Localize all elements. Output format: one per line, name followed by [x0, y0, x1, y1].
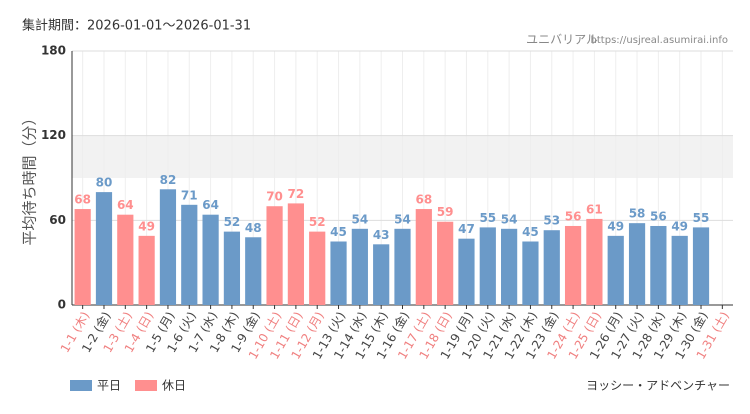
- value-label: 45: [330, 225, 347, 239]
- bar: [309, 231, 326, 305]
- value-label: 55: [479, 211, 496, 225]
- value-label: 80: [96, 176, 113, 190]
- bar: [564, 225, 582, 305]
- bar: [266, 206, 283, 305]
- value-label: 49: [607, 219, 624, 233]
- bar: [74, 209, 91, 305]
- value-label: 54: [352, 212, 369, 226]
- value-label: 53: [543, 214, 560, 228]
- bar: [287, 203, 304, 305]
- y-axis-label: 平均待ち時間（分）: [21, 110, 39, 245]
- bar: [159, 189, 177, 305]
- bar: [202, 214, 219, 305]
- bar: [330, 241, 347, 305]
- value-label: 48: [245, 221, 262, 235]
- bar: [138, 235, 155, 305]
- value-label: 54: [501, 212, 518, 226]
- value-label: 52: [309, 215, 326, 229]
- source: ユニバリアル: [526, 33, 598, 47]
- period: 集計期間：2026-01-01～2026-01-31: [22, 18, 251, 34]
- bar: [543, 230, 560, 305]
- bar: [522, 241, 539, 305]
- bar: [501, 228, 518, 305]
- bar: [628, 223, 646, 305]
- value-label: 61: [586, 202, 603, 216]
- value-label: 58: [629, 207, 646, 221]
- legend-label: 平日: [97, 379, 121, 393]
- bar: [650, 225, 667, 305]
- bar: [394, 228, 411, 305]
- value-label: 64: [202, 198, 219, 212]
- value-label: 56: [650, 209, 667, 223]
- value-label: 45: [522, 225, 539, 239]
- bar: [479, 227, 496, 305]
- bar: [458, 238, 475, 305]
- bar: [607, 235, 624, 305]
- value-label: 64: [117, 198, 134, 212]
- value-label: 68: [74, 193, 91, 207]
- bar: [181, 204, 198, 305]
- bar: [351, 228, 368, 305]
- value-label: 49: [671, 219, 688, 233]
- bar: [245, 237, 262, 305]
- value-label: 71: [181, 188, 198, 202]
- value-label: 54: [394, 212, 411, 226]
- attraction: ヨッシー・アドベンチャー: [586, 379, 730, 393]
- legend-swatch: [70, 380, 92, 391]
- bar: [415, 209, 432, 305]
- bar: [117, 214, 134, 305]
- value-label: 68: [415, 193, 432, 207]
- y-tick-label: 180: [41, 44, 66, 58]
- bar: [692, 227, 710, 305]
- value-label: 52: [224, 215, 241, 229]
- bar: [95, 192, 113, 305]
- value-label: 56: [565, 209, 582, 223]
- bar: [437, 221, 454, 305]
- bar: [223, 231, 241, 305]
- bar: [671, 235, 688, 305]
- url: https://usjreal.asumirai.info: [591, 35, 728, 46]
- y-tick-label: 120: [41, 128, 66, 142]
- value-label: 47: [458, 222, 475, 236]
- value-label: 55: [693, 211, 710, 225]
- value-label: 49: [138, 219, 155, 233]
- value-label: 72: [288, 187, 305, 201]
- y-tick-label: 60: [49, 213, 66, 227]
- legend-label: 休日: [162, 379, 186, 393]
- value-label: 59: [437, 205, 454, 219]
- value-label: 43: [373, 228, 390, 242]
- bar: [586, 218, 603, 305]
- bar: [373, 244, 390, 305]
- legend-swatch: [135, 380, 157, 391]
- value-label: 82: [160, 173, 177, 187]
- y-tick-label: 0: [58, 298, 66, 312]
- value-label: 70: [266, 190, 283, 204]
